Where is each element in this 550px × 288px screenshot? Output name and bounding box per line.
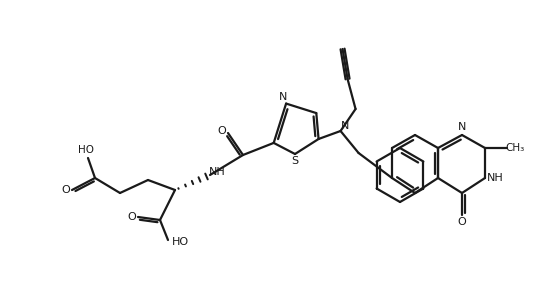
Text: HO: HO — [172, 237, 189, 247]
Text: CH₃: CH₃ — [505, 143, 525, 153]
Text: O: O — [62, 185, 70, 195]
Text: N: N — [458, 122, 466, 132]
Text: N: N — [340, 121, 349, 131]
Text: S: S — [292, 156, 299, 166]
Text: HO: HO — [78, 145, 94, 155]
Text: N: N — [279, 92, 287, 102]
Text: O: O — [218, 126, 227, 136]
Text: NH: NH — [208, 167, 225, 177]
Text: O: O — [128, 212, 136, 222]
Text: O: O — [458, 217, 466, 227]
Text: NH: NH — [487, 173, 503, 183]
